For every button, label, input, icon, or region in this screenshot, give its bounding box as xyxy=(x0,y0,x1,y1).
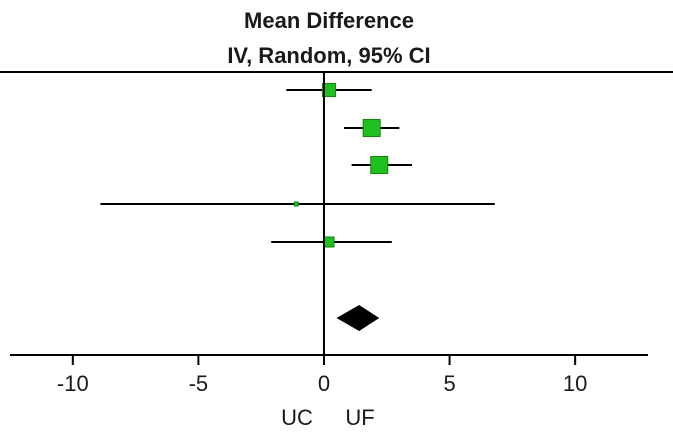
x-label-left: UC xyxy=(281,405,313,430)
study-marker xyxy=(370,156,389,174)
study-marker xyxy=(293,201,299,207)
x-tick-label: 5 xyxy=(443,371,455,396)
chart-subtitle: IV, Random, 95% CI xyxy=(227,43,430,68)
study-marker xyxy=(322,83,336,97)
x-tick-label: -10 xyxy=(57,371,89,396)
x-tick-label: 10 xyxy=(563,371,587,396)
study-rows xyxy=(100,83,495,248)
study-marker xyxy=(323,236,335,248)
x-label-right: UF xyxy=(345,405,374,430)
x-axis: -10 -5 0 5 10 xyxy=(10,354,648,396)
x-tick-label: 0 xyxy=(318,371,330,396)
overall-diamond xyxy=(336,305,380,331)
chart-title: Mean Difference xyxy=(244,8,414,33)
x-tick-label: -5 xyxy=(189,371,209,396)
overall-effect xyxy=(336,305,380,331)
study-marker xyxy=(362,119,381,137)
